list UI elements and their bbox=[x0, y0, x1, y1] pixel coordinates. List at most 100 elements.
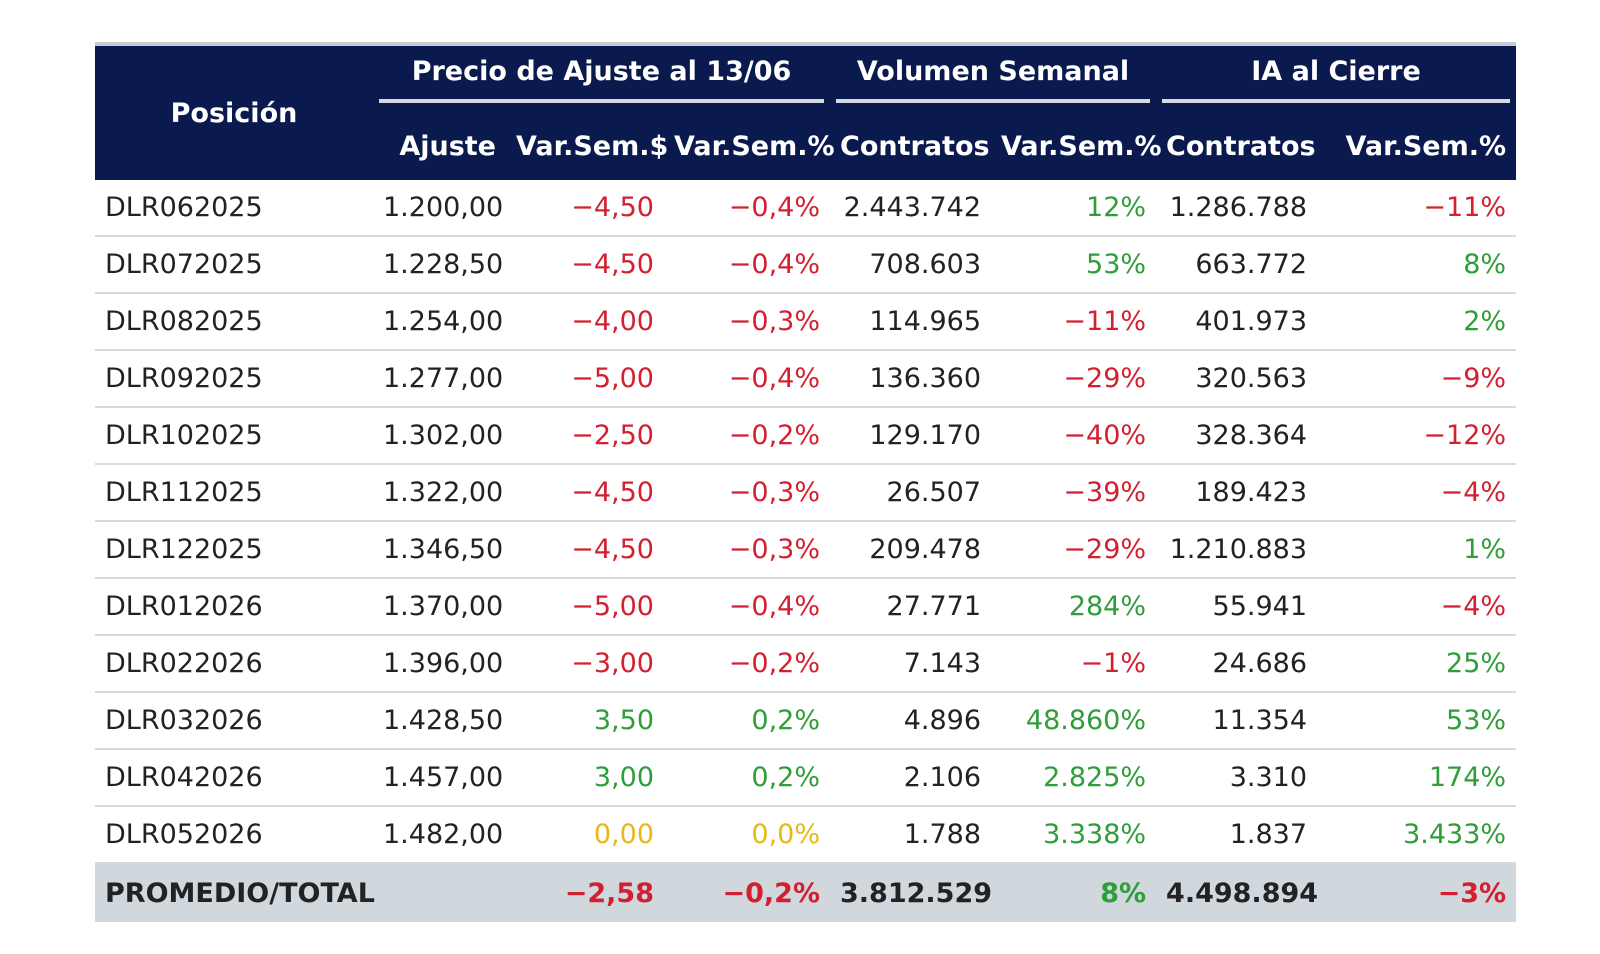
vol-contracts-cell: 2.443.742 bbox=[830, 180, 992, 237]
position-cell: DLR022026 bbox=[95, 635, 373, 693]
vol-contracts-cell: 129.170 bbox=[830, 407, 992, 465]
var-usd-cell: 0,00 bbox=[506, 806, 664, 864]
oi-var-pct-cell: 25% bbox=[1317, 635, 1517, 693]
table-row: DLR112025 1.322,00 −4,50 −0,3% 26.507 −39% 189… bbox=[95, 464, 1517, 522]
var-usd-cell: 3,50 bbox=[506, 692, 664, 750]
futures-table: Posición Precio de Ajuste al 13/06 Volum… bbox=[95, 46, 1517, 922]
position-cell: DLR052026 bbox=[95, 806, 373, 864]
subheader-oi-contracts: Contratos bbox=[1156, 112, 1318, 180]
subheader-oi-var-pct: Var.Sem.% bbox=[1317, 112, 1517, 180]
vol-contracts-cell: 1.788 bbox=[830, 806, 992, 864]
oi-var-pct-cell: 174% bbox=[1317, 749, 1517, 807]
position-cell: DLR122025 bbox=[95, 521, 373, 579]
vol-contracts-cell: 2.106 bbox=[830, 749, 992, 807]
var-pct-cell: 0,2% bbox=[664, 692, 831, 750]
table-row: DLR032026 1.428,50 3,50 0,2% 4.896 48.860% 11.… bbox=[95, 692, 1517, 750]
var-usd-cell: −5,00 bbox=[506, 578, 664, 636]
vol-var-pct-cell: 48.860% bbox=[991, 692, 1157, 750]
vol-contracts-cell: 4.896 bbox=[830, 692, 992, 750]
table-body: DLR062025 1.200,00 −4,50 −0,4% 2.443.742 12% 1… bbox=[95, 180, 1517, 922]
ajuste-cell: 1.277,00 bbox=[373, 350, 506, 408]
position-cell: DLR042026 bbox=[95, 749, 373, 807]
table-row: DLR072025 1.228,50 −4,50 −0,4% 708.603 53% 663… bbox=[95, 236, 1517, 294]
position-cell: DLR112025 bbox=[95, 464, 373, 522]
var-pct-cell: −0,4% bbox=[664, 180, 831, 237]
vol-contracts-cell: 7.143 bbox=[830, 635, 992, 693]
table-row: DLR122025 1.346,50 −4,50 −0,3% 209.478 −29% 1.… bbox=[95, 521, 1517, 579]
vol-var-pct-cell: −39% bbox=[991, 464, 1157, 522]
futures-table-container: Posición Precio de Ajuste al 13/06 Volum… bbox=[95, 42, 1517, 922]
top-rule bbox=[95, 42, 1516, 46]
oi-contracts-cell: 11.354 bbox=[1156, 692, 1318, 750]
table-header: Posición Precio de Ajuste al 13/06 Volum… bbox=[95, 46, 1517, 180]
vol-contracts-cell: 114.965 bbox=[830, 293, 992, 351]
oi-var-pct-cell: −12% bbox=[1317, 407, 1517, 465]
oi-contracts-cell: 1.210.883 bbox=[1156, 521, 1318, 579]
ajuste-cell: 1.200,00 bbox=[373, 180, 506, 237]
table-row: DLR082025 1.254,00 −4,00 −0,3% 114.965 −11% 40… bbox=[95, 293, 1517, 351]
var-pct-cell: −0,4% bbox=[664, 578, 831, 636]
group-header-oi-label: IA al Cierre bbox=[1162, 56, 1511, 103]
var-usd-cell: 3,00 bbox=[506, 749, 664, 807]
oi-contracts-cell: 189.423 bbox=[1156, 464, 1318, 522]
var-pct-cell: −0,4% bbox=[664, 350, 831, 408]
vol-var-pct-cell: −40% bbox=[991, 407, 1157, 465]
var-usd-cell: −4,00 bbox=[506, 293, 664, 351]
position-header: Posición bbox=[95, 46, 373, 180]
subheader-vol-var-pct: Var.Sem.% bbox=[991, 112, 1162, 180]
subheader-vol-contracts: Contratos bbox=[830, 112, 992, 180]
ajuste-cell: 1.370,00 bbox=[373, 578, 506, 636]
vol-contracts-cell: 209.478 bbox=[830, 521, 992, 579]
subheader-ajuste: Ajuste bbox=[373, 112, 506, 180]
header-sub-row: Ajuste Var.Sem.$ Var.Sem.% Contratos Var… bbox=[95, 112, 1517, 180]
var-usd-cell: −2,50 bbox=[506, 407, 664, 465]
vol-var-pct-cell: 12% bbox=[991, 180, 1157, 237]
oi-var-pct-cell: 8% bbox=[1317, 236, 1517, 294]
oi-var-pct-cell: −9% bbox=[1317, 350, 1517, 408]
vol-var-pct-cell: −11% bbox=[991, 293, 1157, 351]
table-row: DLR102025 1.302,00 −2,50 −0,2% 129.170 −40% 32… bbox=[95, 407, 1517, 465]
total-oi-var-pct: −3% bbox=[1317, 863, 1517, 922]
table-row: DLR062025 1.200,00 −4,50 −0,4% 2.443.742 12% 1… bbox=[95, 180, 1517, 237]
var-usd-cell: −5,00 bbox=[506, 350, 664, 408]
group-header-volume-label: Volumen Semanal bbox=[836, 56, 1151, 103]
oi-var-pct-cell: 3.433% bbox=[1317, 806, 1517, 864]
oi-var-pct-cell: −4% bbox=[1317, 464, 1517, 522]
table-row: DLR092025 1.277,00 −5,00 −0,4% 136.360 −29% 32… bbox=[95, 350, 1517, 408]
position-cell: DLR062025 bbox=[95, 180, 373, 237]
ajuste-cell: 1.428,50 bbox=[373, 692, 506, 750]
total-label: PROMEDIO/TOTAL bbox=[95, 863, 375, 922]
ajuste-cell: 1.457,00 bbox=[373, 749, 506, 807]
vol-var-pct-cell: −29% bbox=[991, 521, 1157, 579]
oi-contracts-cell: 328.364 bbox=[1156, 407, 1318, 465]
vol-contracts-cell: 708.603 bbox=[830, 236, 992, 294]
table-row: DLR052026 1.482,00 0,00 0,0% 1.788 3.338% 1.83… bbox=[95, 806, 1517, 864]
var-pct-cell: −0,3% bbox=[664, 464, 831, 522]
total-vol-contracts: 3.812.529 bbox=[830, 863, 992, 922]
vol-var-pct-cell: −1% bbox=[991, 635, 1157, 693]
position-cell: DLR072025 bbox=[95, 236, 373, 294]
vol-var-pct-cell: 3.338% bbox=[991, 806, 1157, 864]
group-header-oi: IA al Cierre bbox=[1156, 46, 1517, 112]
oi-var-pct-cell: 1% bbox=[1317, 521, 1517, 579]
ajuste-cell: 1.482,00 bbox=[373, 806, 506, 864]
oi-contracts-cell: 1.286.788 bbox=[1156, 180, 1318, 237]
oi-var-pct-cell: 53% bbox=[1317, 692, 1517, 750]
ajuste-cell: 1.302,00 bbox=[373, 407, 506, 465]
oi-contracts-cell: 24.686 bbox=[1156, 635, 1318, 693]
oi-contracts-cell: 55.941 bbox=[1156, 578, 1318, 636]
oi-contracts-cell: 401.973 bbox=[1156, 293, 1318, 351]
table-row: DLR012026 1.370,00 −5,00 −0,4% 27.771 284% 55.… bbox=[95, 578, 1517, 636]
total-oi-contracts: 4.498.894 bbox=[1156, 863, 1318, 922]
position-cell: DLR092025 bbox=[95, 350, 373, 408]
vol-var-pct-cell: −29% bbox=[991, 350, 1157, 408]
total-ajuste bbox=[373, 863, 506, 922]
var-usd-cell: −4,50 bbox=[506, 236, 664, 294]
header-group-row: Posición Precio de Ajuste al 13/06 Volum… bbox=[95, 46, 1517, 180]
oi-contracts-cell: 1.837 bbox=[1156, 806, 1318, 864]
oi-var-pct-cell: −4% bbox=[1317, 578, 1517, 636]
subheader-var-usd: Var.Sem.$ bbox=[506, 112, 668, 180]
ajuste-cell: 1.254,00 bbox=[373, 293, 506, 351]
total-var-pct: −0,2% bbox=[664, 863, 831, 922]
group-header-price: Precio de Ajuste al 13/06 bbox=[373, 46, 831, 112]
